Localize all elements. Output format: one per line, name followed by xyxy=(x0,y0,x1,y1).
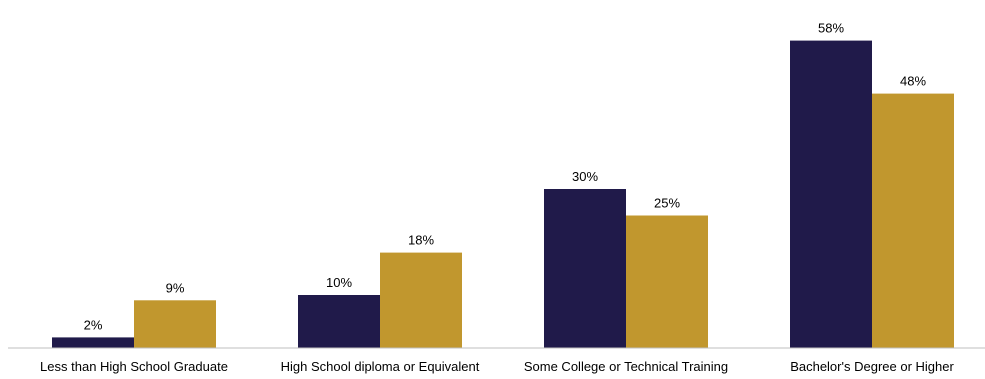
data-label-series-2-cat-4: 48% xyxy=(900,74,926,89)
data-label-series-1-cat-3: 30% xyxy=(572,169,598,184)
bar-series-2-cat-4 xyxy=(872,93,954,348)
data-label-series-2-cat-1: 9% xyxy=(166,280,185,295)
data-label-series-2-cat-3: 25% xyxy=(654,196,680,211)
data-labels-layer: 2% 9% 10% 18% 30% 25% 58% 48% xyxy=(84,21,927,333)
data-label-series-2-cat-2: 18% xyxy=(408,233,434,248)
category-label-4: Bachelor's Degree or Higher xyxy=(790,359,954,374)
bar-series-2-cat-3 xyxy=(626,215,708,348)
bar-series-1-cat-1 xyxy=(52,337,134,348)
data-label-series-1-cat-1: 2% xyxy=(84,317,103,332)
bar-series-2-cat-2 xyxy=(380,252,462,348)
bars-layer xyxy=(52,40,954,348)
data-label-series-1-cat-4: 58% xyxy=(818,21,844,36)
bar-series-2-cat-1 xyxy=(134,300,216,348)
category-label-1: Less than High School Graduate xyxy=(40,359,228,374)
category-label-3: Some College or Technical Training xyxy=(524,359,728,374)
category-labels-layer: Less than High School Graduate High Schoo… xyxy=(40,359,954,374)
data-label-series-1-cat-2: 10% xyxy=(326,275,352,290)
bar-series-1-cat-4 xyxy=(790,40,872,348)
category-label-2: High School diploma or Equivalent xyxy=(281,359,480,374)
bar-series-1-cat-3 xyxy=(544,189,626,348)
bar-series-1-cat-2 xyxy=(298,295,380,348)
